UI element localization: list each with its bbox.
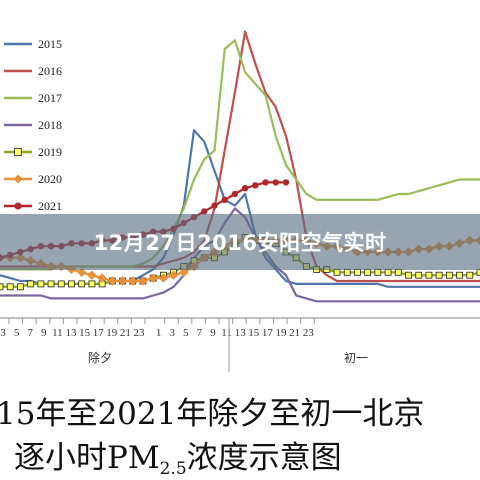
data-point-2021: [272, 179, 279, 186]
data-point-2019: [354, 268, 361, 276]
data-point-2019: [27, 280, 35, 288]
x-tick-label: 13: [235, 327, 247, 339]
legend-marker: [14, 202, 22, 210]
x-tick-label: 17: [93, 327, 105, 339]
data-point-2020: [87, 270, 97, 280]
caption-line-2-post: 浓度示意图: [186, 440, 342, 476]
caption-line-2: 逐小时PM2.5浓度示意图: [14, 432, 342, 479]
data-point-2019: [394, 268, 402, 276]
legend-label-2021: 2021: [38, 199, 62, 213]
legend-label-2016: 2016: [38, 64, 62, 78]
data-point-2019: [47, 280, 55, 288]
data-point-2019: [78, 280, 86, 288]
data-point-2019: [445, 271, 453, 279]
x-tick-label: 11: [221, 327, 232, 339]
data-point-2019: [0, 283, 4, 291]
data-point-2021: [252, 182, 259, 189]
legend-label-2019: 2019: [38, 145, 62, 159]
data-point-2019: [384, 268, 392, 276]
data-point-2020: [148, 273, 158, 283]
data-point-2021: [221, 196, 228, 203]
caption-line-2-pre: 逐小时PM: [14, 440, 160, 476]
group-label-newyear: 初一: [344, 351, 368, 365]
legend-marker: [13, 174, 23, 184]
data-point-2020: [128, 276, 138, 286]
series-line-2018: [0, 207, 480, 303]
data-point-2019: [466, 271, 474, 279]
data-point-2019: [374, 268, 382, 276]
data-point-2019: [456, 271, 463, 279]
data-point-2019: [405, 271, 412, 279]
data-point-2021: [241, 185, 249, 192]
data-point-2020: [168, 270, 179, 280]
x-tick-label: 5: [14, 327, 20, 339]
data-point-2020: [138, 276, 148, 286]
x-tick-label: 19: [276, 327, 288, 339]
x-tick-label: 3: [169, 327, 175, 339]
caption-subscript: 2.5: [159, 459, 187, 479]
data-point-2019: [333, 268, 341, 276]
legend-label-2018: 2018: [38, 118, 62, 132]
data-point-2020: [107, 276, 118, 286]
x-tick-label: 1: [156, 327, 162, 339]
x-tick-label: 23: [303, 327, 315, 339]
x-tick-label: 19: [106, 327, 118, 339]
data-point-2020: [117, 276, 128, 286]
data-point-2019: [476, 268, 480, 276]
x-tick-label: 15: [248, 327, 260, 339]
data-point-2020: [97, 273, 107, 283]
x-tick-label: 7: [197, 327, 203, 339]
x-tick-label: 11: [52, 327, 63, 339]
data-point-2019: [425, 271, 433, 279]
legend: 2015 2016 2017 2018 2019 2020 2021: [4, 37, 62, 213]
data-point-2019: [364, 268, 372, 276]
x-tick-label: 9: [210, 327, 216, 339]
data-point-2020: [76, 267, 87, 278]
group-label-eve: 除夕: [88, 350, 112, 365]
x-tick-label: 7: [27, 327, 33, 339]
data-point-2019: [343, 268, 351, 276]
data-point-2021: [211, 202, 218, 209]
x-tick-label: 9: [41, 327, 47, 339]
banner-title: 12月27日2016安阳空气实时: [93, 231, 387, 255]
data-point-2019: [6, 283, 14, 291]
data-point-2019: [37, 280, 45, 288]
data-point-2019: [57, 280, 65, 288]
data-point-2020: [179, 267, 189, 278]
x-tick-label: 17: [262, 327, 274, 339]
data-point-2021: [262, 179, 269, 186]
legend-marker: [14, 148, 22, 156]
x-tick-label: 15: [79, 327, 91, 339]
data-point-2021: [201, 208, 208, 215]
data-point-2021: [231, 190, 239, 198]
title-banner: 12月27日2016安阳空气实时: [0, 214, 480, 270]
legend-label-2015: 2015: [38, 37, 62, 51]
x-tick-label: 21: [289, 327, 300, 339]
x-tick-label: 21: [120, 327, 131, 339]
legend-label-2017: 2017: [38, 91, 62, 105]
data-point-2020: [158, 273, 169, 283]
data-point-2019: [435, 271, 443, 279]
x-axis: 3 5 7 9 11 13 15 17 19 21 23 1 3 5 7 9 11 13 15 17 19 21 23除夕初…: [0, 317, 480, 372]
figure-caption: 15年至2021年除夕至初一北京 逐小时PM2.5浓度示意图: [0, 380, 480, 480]
caption-line-1: 15年至2021年除夕至初一北京: [0, 396, 425, 432]
x-tick-label: 3: [0, 327, 6, 339]
legend-label-2020: 2020: [38, 172, 62, 186]
x-tick-label: 13: [66, 327, 78, 339]
data-point-2019: [88, 280, 96, 288]
data-point-2019: [68, 280, 75, 288]
x-tick-label: 23: [134, 327, 146, 339]
data-point-2019: [415, 271, 423, 279]
data-point-2019: [17, 283, 24, 291]
data-point-2021: [282, 179, 290, 186]
x-tick-label: 5: [183, 327, 189, 339]
